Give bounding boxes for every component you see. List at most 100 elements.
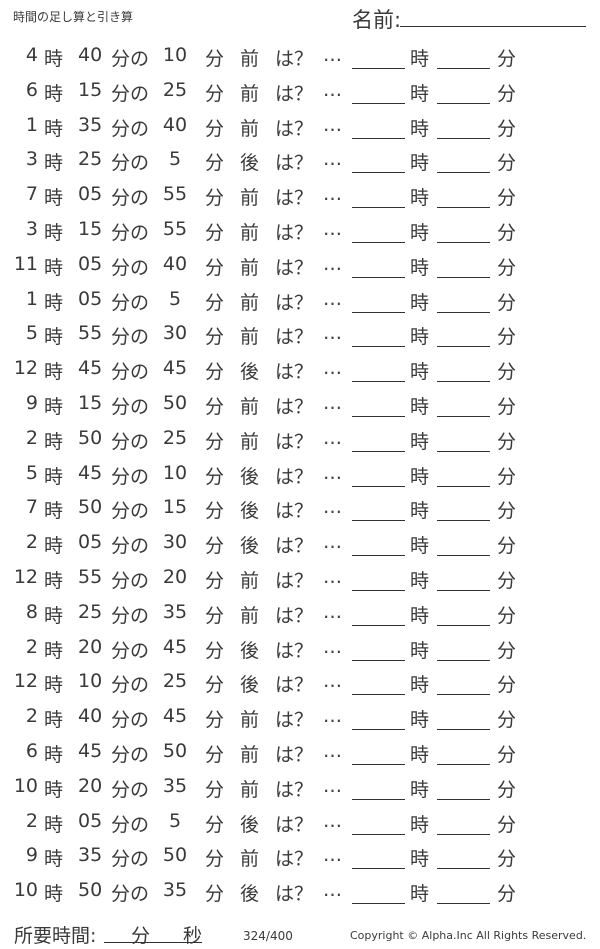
- minute-of-unit: 分の: [111, 465, 150, 488]
- direction: 後: [240, 639, 260, 662]
- delta-minutes: 35: [162, 879, 188, 902]
- direction: 前: [240, 744, 260, 766]
- answer-minute-field[interactable]: [437, 102, 490, 104]
- answer-minute-unit: 分: [497, 152, 517, 175]
- answer-hour-field[interactable]: [352, 102, 405, 104]
- minute-of-unit: 分の: [111, 709, 150, 732]
- question: は？: [275, 813, 314, 836]
- answer-minute-field[interactable]: [437, 346, 490, 348]
- delta-minutes: 30: [162, 322, 188, 345]
- start-hour: 7: [25, 183, 38, 206]
- ellipsis: …: [323, 531, 342, 554]
- answer-minute-unit: 分: [497, 639, 517, 662]
- answer-minute-field[interactable]: [437, 68, 490, 69]
- answer-minute-field[interactable]: [437, 694, 490, 696]
- answer-minute-field[interactable]: [437, 764, 490, 765]
- answer-hour-unit: 時: [410, 570, 430, 592]
- answer-minute-field[interactable]: [437, 624, 490, 626]
- ellipsis: …: [323, 705, 342, 728]
- answer-hour-field[interactable]: [352, 485, 405, 487]
- answer-hour-field[interactable]: [352, 833, 405, 835]
- direction: 前: [240, 709, 260, 732]
- answer-minute-field[interactable]: [437, 868, 490, 870]
- minute-of-unit: 分の: [111, 848, 150, 871]
- answer-hour-field[interactable]: [352, 659, 405, 661]
- minute-unit: 分: [205, 187, 225, 210]
- answer-minute-field[interactable]: [437, 242, 490, 243]
- answer-minute-field[interactable]: [437, 798, 490, 800]
- problem-row: 5 時 55 分の 30 分前は？… 時分: [0, 322, 600, 357]
- answer-hour-field[interactable]: [352, 68, 405, 69]
- minute-of-unit: 分の: [111, 82, 150, 105]
- answer-hour-field[interactable]: [352, 590, 405, 591]
- ellipsis: …: [323, 670, 342, 693]
- start-minute: 05: [78, 252, 103, 275]
- answer-minute-field[interactable]: [437, 381, 490, 383]
- answer-minute-field[interactable]: [437, 590, 490, 591]
- answer-hour-field[interactable]: [352, 555, 405, 557]
- answer-hour-field[interactable]: [352, 311, 405, 313]
- answer-minute-unit: 分: [497, 465, 517, 488]
- time-required-field[interactable]: [104, 942, 202, 943]
- answer-minute-field[interactable]: [437, 450, 490, 452]
- start-minute: 15: [78, 218, 103, 240]
- answer-hour-field[interactable]: [352, 868, 405, 870]
- answer-hour-field[interactable]: [352, 798, 405, 800]
- answer-hour-unit: 時: [410, 709, 430, 732]
- answer-minute-field[interactable]: [437, 485, 490, 487]
- answer-minute-field[interactable]: [437, 729, 490, 731]
- answer-minute-field[interactable]: [437, 659, 490, 661]
- answer-hour-field[interactable]: [352, 450, 405, 452]
- problem-row: 1 時 05 分の 5 分前は？… 時分: [0, 288, 600, 323]
- answer-hour-field[interactable]: [352, 172, 405, 174]
- question: は？: [275, 82, 314, 105]
- direction: 前: [240, 187, 260, 210]
- hour-unit: 時: [44, 709, 64, 732]
- minute-unit: 分: [205, 326, 225, 349]
- answer-hour-field[interactable]: [352, 346, 405, 348]
- answer-hour-unit: 時: [410, 152, 430, 175]
- answer-hour-field[interactable]: [352, 624, 405, 626]
- answer-hour-field[interactable]: [352, 416, 405, 417]
- ellipsis: …: [323, 183, 342, 206]
- answer-hour-field[interactable]: [352, 381, 405, 383]
- answer-hour-field[interactable]: [352, 520, 405, 522]
- start-minute: 55: [78, 566, 103, 588]
- answer-hour-field[interactable]: [352, 242, 405, 243]
- answer-minute-unit: 分: [497, 500, 517, 523]
- answer-hour-field[interactable]: [352, 276, 405, 278]
- direction: 後: [240, 883, 260, 906]
- problem-row: 2 時 05 分の 5 分後は？… 時分: [0, 810, 600, 845]
- answer-hour-field[interactable]: [352, 207, 405, 209]
- answer-minute-field[interactable]: [437, 520, 490, 522]
- direction: 前: [240, 326, 260, 349]
- question: は？: [275, 117, 314, 140]
- hour-unit: 時: [44, 570, 64, 592]
- answer-hour-field[interactable]: [352, 764, 405, 765]
- minute-of-unit: 分の: [111, 639, 150, 662]
- minute-unit: 分: [205, 848, 225, 871]
- answer-hour-field[interactable]: [352, 694, 405, 696]
- answer-minute-field[interactable]: [437, 833, 490, 835]
- delta-minutes: 10: [162, 44, 188, 66]
- answer-minute-unit: 分: [497, 674, 517, 697]
- answer-minute-field[interactable]: [437, 416, 490, 417]
- answer-minute-field[interactable]: [437, 555, 490, 557]
- delta-minutes: 20: [162, 566, 188, 588]
- answer-minute-field[interactable]: [437, 903, 490, 905]
- answer-hour-field[interactable]: [352, 137, 405, 139]
- minute-of-unit: 分の: [111, 396, 150, 418]
- direction: 後: [240, 500, 260, 523]
- minute-unit: 分: [205, 222, 225, 244]
- answer-minute-unit: 分: [497, 82, 517, 105]
- answer-hour-field[interactable]: [352, 903, 405, 905]
- answer-minute-field[interactable]: [437, 172, 490, 174]
- answer-minute-field[interactable]: [437, 137, 490, 139]
- answer-hour-field[interactable]: [352, 729, 405, 731]
- answer-minute-unit: 分: [497, 604, 517, 627]
- answer-minute-field[interactable]: [437, 276, 490, 278]
- answer-minute-field[interactable]: [437, 311, 490, 313]
- start-hour: 2: [25, 705, 38, 728]
- answer-minute-field[interactable]: [437, 207, 490, 209]
- name-field[interactable]: [400, 26, 586, 27]
